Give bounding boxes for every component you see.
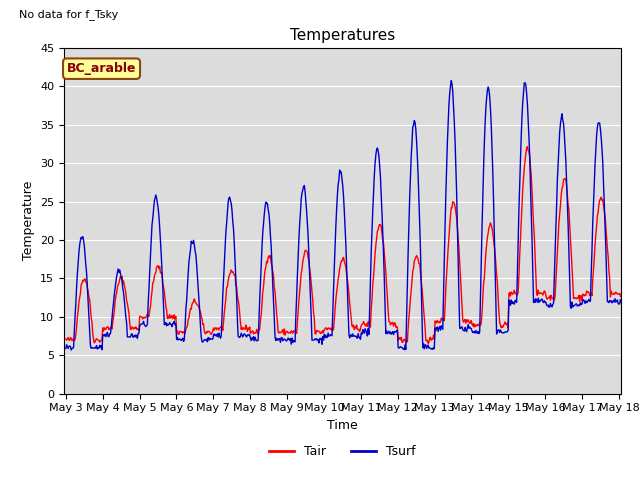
Tair — [269, 268, 276, 274]
Line: Tsurf: Tsurf — [66, 81, 640, 350]
Y-axis label: Temperature: Temperature — [22, 181, 35, 261]
Tsurf — [241, 331, 248, 337]
Tair — [131, 325, 139, 331]
Tsurf — [132, 332, 140, 338]
Tair — [291, 328, 299, 334]
Tsurf — [423, 346, 431, 351]
Tair — [240, 325, 248, 331]
Tsurf — [62, 346, 70, 351]
Title: Temperatures: Temperatures — [290, 28, 395, 43]
Tair — [422, 338, 429, 344]
Tair — [424, 340, 432, 346]
Tair — [62, 336, 70, 342]
Tsurf — [67, 347, 75, 353]
X-axis label: Time: Time — [327, 419, 358, 432]
Tsurf — [269, 298, 277, 303]
Tsurf — [447, 78, 455, 84]
Tair — [456, 259, 463, 264]
Tair — [524, 144, 531, 150]
Text: BC_arable: BC_arable — [67, 62, 136, 75]
Text: No data for f_Tsky: No data for f_Tsky — [19, 10, 118, 20]
Tsurf — [456, 325, 464, 331]
Tsurf — [292, 313, 300, 319]
Line: Tair: Tair — [66, 147, 640, 343]
Legend: Tair, Tsurf: Tair, Tsurf — [264, 440, 420, 463]
